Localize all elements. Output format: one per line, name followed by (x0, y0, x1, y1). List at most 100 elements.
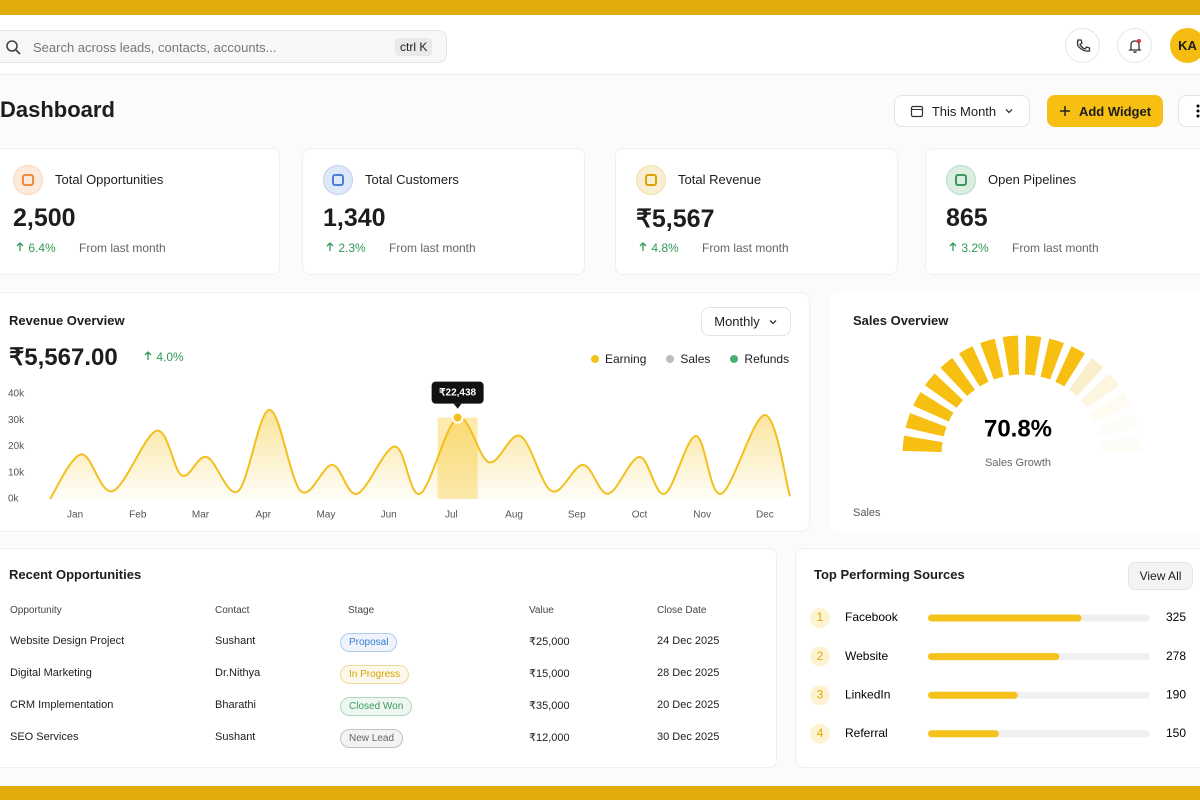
source-value: 150 (1166, 726, 1186, 740)
column-header: Contact (215, 605, 250, 616)
bar (928, 653, 1060, 661)
stat-change: 2.3% (325, 241, 366, 255)
calendar-icon (910, 105, 923, 118)
stat-value: 865 (946, 204, 988, 232)
gauge-segment (901, 434, 944, 454)
up-arrow (16, 242, 24, 251)
stat-value: ₹5,567 (636, 205, 715, 233)
search-icon (6, 40, 21, 55)
y-tick-label: 0k (8, 494, 20, 505)
sales-card: Sales Overview Sales (830, 292, 1200, 532)
rank: 4 (817, 726, 824, 740)
gauge-value: 70.8% (984, 415, 1052, 442)
change-value: 2.3% (338, 241, 366, 255)
column-header: Close Date (657, 605, 707, 616)
source-value: 325 (1166, 610, 1186, 624)
gauge-segment (923, 372, 965, 410)
avatar[interactable]: KA (1170, 28, 1200, 63)
table-cell: ₹35,000 (529, 700, 570, 712)
rank: 1 (817, 610, 824, 624)
notifications-button[interactable] (1117, 28, 1152, 63)
legend-item: Sales (666, 352, 710, 366)
stat-icon-dot (22, 174, 34, 186)
stat-label: Total Opportunities (55, 172, 164, 187)
card-title: Sales Overview (853, 313, 949, 328)
plus-icon (1059, 106, 1070, 116)
phone-icon (1076, 38, 1090, 52)
top-band (0, 0, 1200, 15)
table-cell: ₹15,000 (529, 668, 570, 680)
stat-icon (13, 165, 43, 195)
period-select[interactable]: This Month (894, 95, 1030, 127)
stat-label: Total Revenue (678, 172, 762, 187)
gauge-segment (1089, 390, 1132, 423)
legend-label: Sales (680, 352, 711, 366)
up-arrow (949, 242, 957, 251)
table-cell: CRM Implementation (10, 699, 114, 711)
legend-item: Refunds (730, 352, 789, 366)
legend-item: Earning (591, 352, 646, 366)
rank-badge (810, 608, 830, 628)
legend-label: Refunds (744, 352, 790, 366)
search-box[interactable]: Search across leads, contacts, accounts.… (0, 30, 447, 63)
revenue-total: ₹5,567.00 (9, 344, 118, 371)
source-value: 190 (1166, 687, 1186, 701)
source-name: LinkedIn (845, 687, 890, 701)
stat-change: 3.2% (948, 241, 989, 255)
column-header: Stage (348, 605, 375, 616)
x-tick-label: Sep (568, 510, 586, 521)
table-cell: 30 Dec 2025 (657, 731, 720, 743)
revenue-change: 4.0% (143, 350, 184, 364)
table-cell: Sushant (215, 635, 256, 647)
granularity-label: Monthly (714, 314, 760, 329)
x-tick-label: May (316, 510, 335, 521)
table-cell: ₹25,000 (529, 636, 570, 648)
rank-badge (810, 685, 830, 706)
source-name: Facebook (845, 610, 899, 624)
stat-change: 6.4% (15, 241, 56, 255)
stat-note: From last month (702, 241, 789, 255)
gauge-segment (904, 411, 948, 438)
stat-card: Total Revenue ₹5,567 4.8% From last month (615, 148, 898, 275)
phone-button[interactable] (1065, 28, 1100, 63)
view-all-button[interactable]: View All (1128, 562, 1193, 590)
more-button[interactable] (1178, 95, 1200, 127)
legend-swatch (666, 355, 675, 363)
add-widget-button[interactable]: Add Widget (1047, 95, 1163, 127)
stat-icon (636, 165, 666, 195)
change-value: 4.8% (651, 241, 679, 255)
gauge-segment (1096, 411, 1140, 438)
card-title: Recent Opportunities (9, 567, 142, 582)
rank: 2 (817, 649, 824, 663)
stat-label: Total Customers (365, 172, 459, 187)
bar (928, 614, 1082, 622)
x-tick-label: Dec (756, 510, 774, 521)
bar (928, 691, 1018, 699)
shortcut: ctrl K (395, 38, 433, 56)
gauge-segment (957, 345, 990, 388)
y-tick-label: 40k (8, 389, 25, 400)
tooltip-box (431, 381, 484, 404)
table-cell: ₹12,000 (529, 732, 570, 744)
stat-note: From last month (389, 241, 476, 255)
table-cell: Dr.Nithya (215, 667, 261, 679)
gauge-segment (1023, 334, 1043, 377)
add-widget-label: Add Widget (1078, 103, 1152, 119)
up-arrow (639, 242, 647, 251)
bell-icon (1127, 38, 1142, 53)
legend-swatch (591, 355, 599, 363)
table-cell: Sushant (215, 731, 256, 743)
granularity-select[interactable]: Monthly (701, 307, 791, 336)
more-icon (1196, 104, 1200, 118)
area (50, 409, 790, 499)
stat-card: Total Opportunities 2,500 6.4% From last m… (0, 148, 280, 275)
y-tick-label: 20k (8, 441, 25, 452)
gauge-segment (912, 390, 955, 423)
change-value: 3.2% (961, 241, 989, 255)
gauge-segment (939, 356, 977, 398)
search-placeholder: Search across leads, contacts, accounts.… (33, 40, 277, 55)
table-cell: 28 Dec 2025 (657, 667, 720, 679)
table-cell: Bharathi (215, 699, 256, 711)
